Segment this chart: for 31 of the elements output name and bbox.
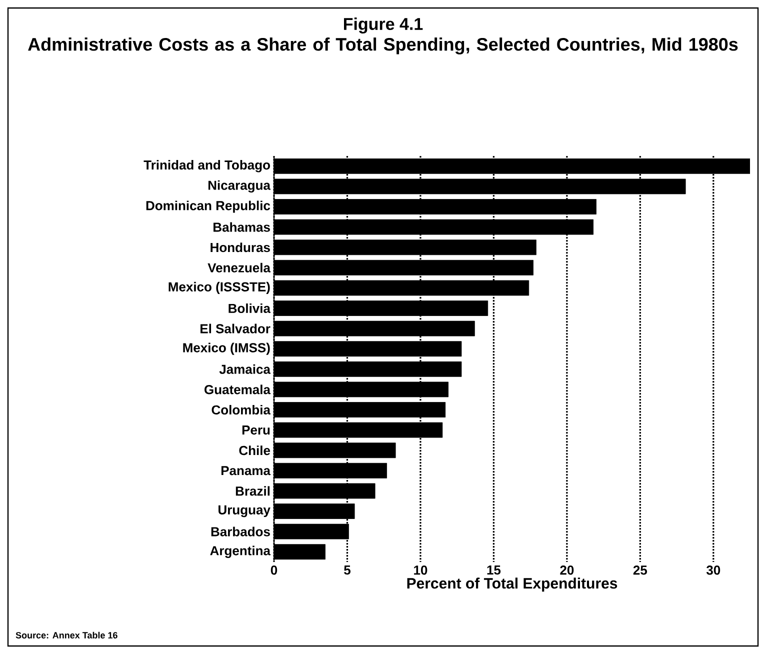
y-tick-label: Uruguay — [218, 505, 270, 518]
x-tick-label: 20 — [560, 566, 574, 575]
y-tick-label: Jamaica — [219, 364, 271, 374]
y-tick-label: Argentina — [210, 546, 271, 558]
y-tick-label: Guatemala — [204, 384, 271, 394]
x-axis-title: Percent of Total Expenditures — [407, 578, 618, 592]
y-tick-label: Mexico (ISSSTE) — [168, 282, 270, 294]
y-tick-label: Barbados — [211, 526, 270, 536]
x-tick-label: 10 — [414, 566, 428, 575]
y-tick-label: Chile — [239, 446, 270, 456]
y-tick-label: Venezuela — [208, 262, 271, 272]
y-tick-label: Bolivia — [228, 303, 271, 314]
x-tick-label: 25 — [633, 566, 648, 575]
y-tick-label: Nicaragua — [208, 180, 271, 193]
y-tick-label: Mexico (IMSS) — [183, 342, 270, 355]
source-note: Source: Annex Table 16 — [16, 632, 118, 638]
y-tick-label: Bahamas — [214, 222, 270, 232]
y-tick-label: Brazil — [236, 486, 270, 496]
x-tick-label: 0 — [270, 566, 278, 575]
x-tick-label: 5 — [344, 566, 350, 575]
x-tick-label: 15 — [487, 566, 501, 575]
chart-title: Figure 4.1 — [344, 18, 423, 34]
y-tick-label: Trinidad and Tobago — [144, 160, 270, 172]
y-tick-label: Peru — [242, 426, 270, 435]
y-tick-label: Honduras — [210, 242, 270, 252]
y-tick-label: Colombia — [212, 404, 271, 415]
y-tick-label: Panama — [221, 466, 271, 476]
chart-subtitle: Administrative Costs as a Share of Total Spending, Selected Countries, Mid 1980s — [28, 38, 738, 54]
y-tick-label: El Salvador — [200, 324, 270, 334]
x-tick-label: 30 — [706, 566, 720, 575]
y-tick-label: Dominican Republic — [146, 200, 270, 213]
